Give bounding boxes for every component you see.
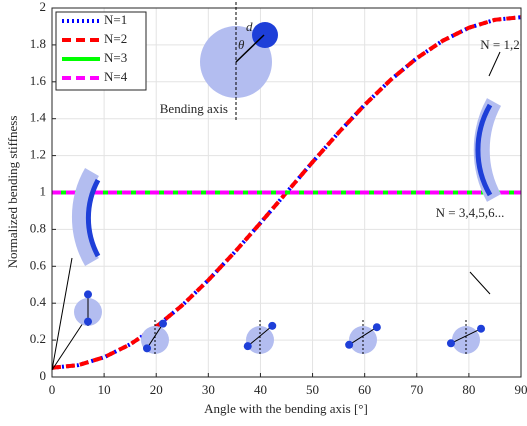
y-tick-label: 0.4 bbox=[30, 294, 47, 309]
sketch-fiber bbox=[84, 290, 92, 299]
annotation: N = 1,2 bbox=[480, 37, 519, 52]
annotation: θ bbox=[238, 37, 245, 52]
y-tick-label: 1 bbox=[40, 183, 47, 198]
arc-dark bbox=[85, 178, 101, 258]
y-tick-label: 1.6 bbox=[30, 73, 47, 88]
pointer bbox=[51, 257, 73, 371]
sketch-fiber bbox=[159, 319, 167, 328]
sketch-fiber bbox=[84, 317, 92, 326]
sketch-fiber bbox=[268, 321, 277, 330]
sketch-link bbox=[450, 328, 482, 344]
legend: N=1 N=2 N=3 N=4 bbox=[55, 11, 147, 91]
legend-label: N=3 bbox=[104, 50, 127, 65]
x-tick-label: 90 bbox=[515, 382, 527, 397]
x-tick-label: 30 bbox=[202, 382, 215, 397]
plot-frame bbox=[51, 7, 522, 378]
arc-light bbox=[71, 168, 100, 266]
annotation: Bending axis bbox=[160, 101, 228, 116]
y-axis-label: Normalized bending stiffness bbox=[5, 116, 20, 269]
x-tick-label: 50 bbox=[306, 382, 319, 397]
illustrations bbox=[51, 2, 502, 371]
sketch-fiber bbox=[446, 339, 455, 348]
pointer bbox=[51, 319, 86, 371]
x-tick-label: 80 bbox=[462, 382, 475, 397]
sketch-fiber bbox=[477, 324, 486, 333]
y-tick-label: 2 bbox=[40, 0, 47, 14]
y-tick-label: 1.4 bbox=[30, 110, 47, 125]
y-tick-label: 0.8 bbox=[30, 220, 46, 235]
x-tick-label: 20 bbox=[150, 382, 163, 397]
y-tick-label: 1.8 bbox=[30, 36, 46, 51]
offset-line bbox=[235, 34, 265, 63]
arc-dark bbox=[475, 103, 493, 197]
sketch-link bbox=[348, 326, 378, 346]
sketch-link bbox=[146, 323, 164, 349]
legend-label: N=2 bbox=[104, 31, 127, 46]
sketch-link bbox=[247, 325, 273, 347]
y-tick-label: 0.2 bbox=[30, 331, 46, 346]
annotation: d bbox=[246, 19, 253, 34]
sketch-fiber bbox=[372, 323, 381, 332]
legend-label: N=1 bbox=[104, 12, 127, 27]
y-tick-label: 0 bbox=[40, 368, 47, 383]
sketch-fiber bbox=[143, 344, 151, 353]
x-tick-label: 40 bbox=[254, 382, 267, 397]
pointer bbox=[469, 271, 491, 295]
x-axis-label: Angle with the bending axis [°] bbox=[204, 401, 368, 416]
sketch-fiber bbox=[345, 340, 354, 349]
x-tick-label: 70 bbox=[410, 382, 423, 397]
x-tick-label: 0 bbox=[49, 382, 56, 397]
x-tick-label: 10 bbox=[98, 382, 111, 397]
fiber bbox=[252, 22, 278, 48]
pointer bbox=[488, 51, 501, 77]
x-tick-label: 60 bbox=[358, 382, 371, 397]
annotation: N = 3,4,5,6... bbox=[436, 205, 505, 220]
arc-light bbox=[473, 98, 502, 202]
sketch-fiber bbox=[243, 342, 252, 351]
y-tick-label: 0.6 bbox=[30, 257, 47, 272]
y-tick-label: 1.2 bbox=[30, 147, 46, 162]
legend-label: N=4 bbox=[104, 69, 128, 84]
